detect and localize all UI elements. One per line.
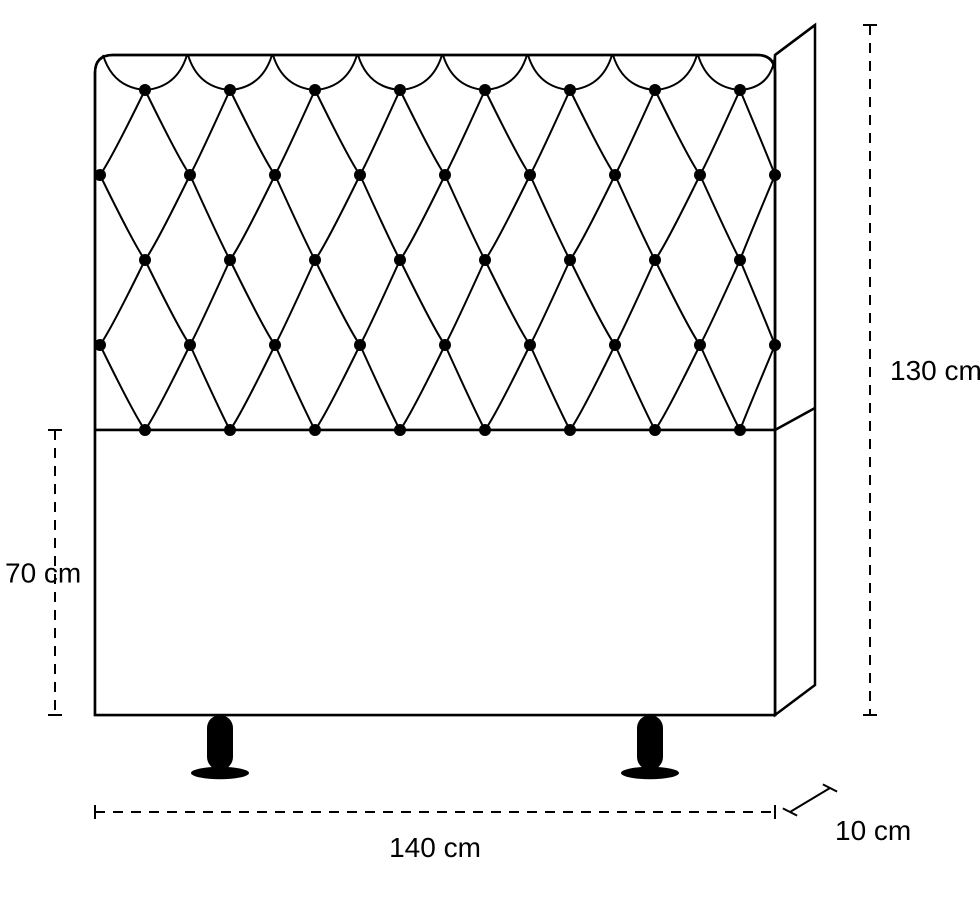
tuft-button bbox=[139, 254, 151, 266]
tuft-button bbox=[139, 84, 151, 96]
tuft-button bbox=[564, 84, 576, 96]
tuft-button bbox=[609, 339, 621, 351]
tuft-button bbox=[394, 254, 406, 266]
tuft-button bbox=[734, 84, 746, 96]
tuft-button bbox=[309, 84, 321, 96]
tuft-button bbox=[224, 254, 236, 266]
headboard-leg-foot bbox=[191, 767, 249, 780]
headboard-leg-foot bbox=[621, 767, 679, 780]
tuft-button bbox=[184, 169, 196, 181]
headboard-leg bbox=[207, 715, 233, 770]
tuft-button bbox=[694, 339, 706, 351]
dim-line-depth bbox=[790, 788, 830, 812]
tuft-button bbox=[734, 424, 746, 436]
tuft-button bbox=[94, 169, 106, 181]
tuft-button bbox=[734, 254, 746, 266]
tuft-button bbox=[479, 424, 491, 436]
tuft-button bbox=[184, 339, 196, 351]
tuft-button bbox=[649, 254, 661, 266]
tuft-button bbox=[354, 169, 366, 181]
tuft-button bbox=[524, 339, 536, 351]
tuft-button bbox=[769, 339, 781, 351]
tuft-button bbox=[439, 339, 451, 351]
tuft-button bbox=[224, 84, 236, 96]
tuft-button bbox=[694, 169, 706, 181]
tuft-button bbox=[139, 424, 151, 436]
tuft-button bbox=[564, 254, 576, 266]
tuft-button bbox=[94, 339, 106, 351]
tuft-button bbox=[649, 84, 661, 96]
tuft-button bbox=[524, 169, 536, 181]
tuft-button bbox=[564, 424, 576, 436]
side-divider bbox=[775, 408, 815, 430]
tuft-button bbox=[769, 169, 781, 181]
top-back-edge bbox=[775, 25, 815, 55]
tuft-button bbox=[394, 424, 406, 436]
tuft-button bbox=[439, 169, 451, 181]
side-panel bbox=[775, 25, 815, 715]
lower-panel-mask bbox=[96, 431, 774, 714]
tuft-button bbox=[269, 169, 281, 181]
dim-label-lower: 70 cm bbox=[5, 558, 81, 589]
dim-label-depth: 10 cm bbox=[835, 815, 911, 846]
tuft-button bbox=[609, 169, 621, 181]
tuft-button bbox=[309, 254, 321, 266]
dim-label-height: 130 cm bbox=[890, 355, 980, 386]
tuft-button bbox=[354, 339, 366, 351]
tuft-button bbox=[649, 424, 661, 436]
tuft-button bbox=[309, 424, 321, 436]
dim-label-width: 140 cm bbox=[389, 832, 481, 863]
tuft-button bbox=[394, 84, 406, 96]
headboard-leg bbox=[637, 715, 663, 770]
tuft-button bbox=[224, 424, 236, 436]
tuft-button bbox=[269, 339, 281, 351]
tuft-button bbox=[479, 254, 491, 266]
tuft-button bbox=[479, 84, 491, 96]
